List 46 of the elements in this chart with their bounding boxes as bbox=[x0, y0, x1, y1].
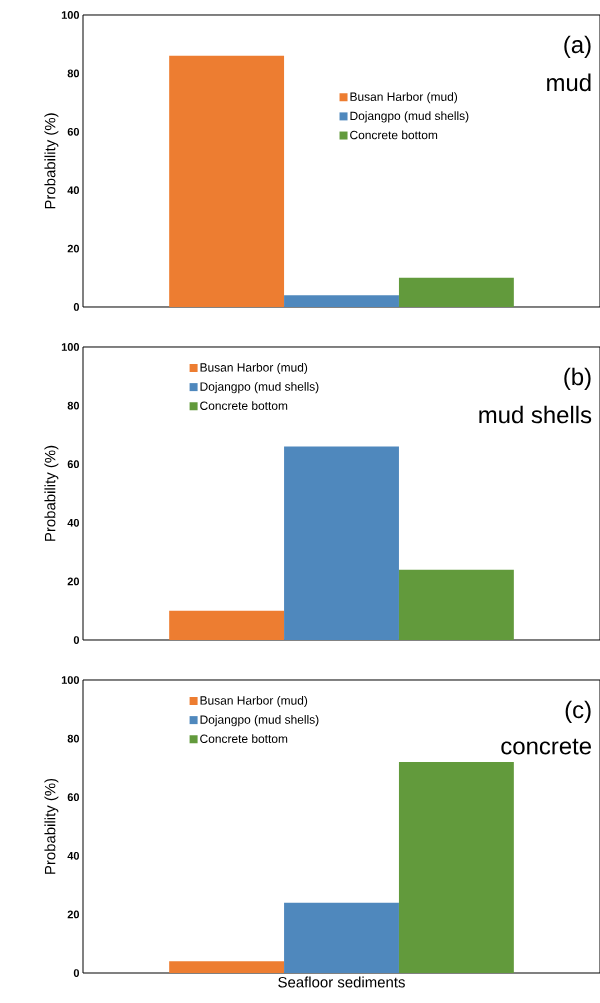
legend-label: Dojangpo (mud shells) bbox=[200, 715, 319, 727]
y-tick-label: 60 bbox=[67, 127, 79, 136]
legend-label: Dojangpo (mud shells) bbox=[200, 382, 319, 394]
annotation: (a) bbox=[564, 35, 591, 58]
y-tick-label: 60 bbox=[67, 793, 79, 802]
y-tick-label: 60 bbox=[67, 460, 79, 469]
x-axis-title: Seafloor sediments bbox=[277, 976, 405, 988]
y-tick-label: 80 bbox=[67, 69, 79, 78]
bar bbox=[283, 295, 399, 307]
y-tick-label: 40 bbox=[67, 518, 79, 527]
y-tick-label: 20 bbox=[67, 244, 79, 253]
annotation: concrete bbox=[501, 738, 591, 755]
y-axis-title: Probability (%) bbox=[44, 445, 59, 541]
legend-label: Dojangpo (mud shells) bbox=[350, 111, 469, 123]
legend-label: Busan Harbor (mud) bbox=[200, 695, 307, 708]
legend-label: Concrete bottom bbox=[349, 130, 437, 140]
legend-label: Concrete bottom bbox=[199, 401, 287, 410]
annotation: mud shells bbox=[479, 405, 591, 424]
annotation: mud bbox=[546, 73, 591, 92]
bar bbox=[398, 569, 514, 640]
bar bbox=[168, 610, 284, 640]
y-tick-label: 0 bbox=[73, 303, 79, 311]
y-tick-label: 20 bbox=[67, 910, 79, 919]
y-tick-label: 100 bbox=[61, 343, 79, 351]
y-tick-label: 0 bbox=[73, 969, 79, 977]
y-tick-label: 100 bbox=[61, 676, 79, 684]
bar bbox=[168, 961, 284, 973]
annotation: (c) bbox=[565, 700, 591, 723]
bar bbox=[283, 902, 399, 973]
legend-label: Concrete bottom bbox=[199, 734, 287, 743]
y-tick-label: 0 bbox=[73, 636, 79, 644]
y-tick-label: 40 bbox=[67, 186, 79, 195]
y-axis-title: Probability (%) bbox=[44, 778, 59, 874]
bar bbox=[398, 277, 514, 307]
legend-label: Busan Harbor (mud) bbox=[200, 362, 307, 375]
bar bbox=[283, 446, 399, 640]
legend-label: Busan Harbor (mud) bbox=[350, 92, 457, 104]
y-tick-label: 80 bbox=[67, 401, 79, 410]
y-tick-label: 40 bbox=[67, 851, 79, 860]
y-tick-label: 20 bbox=[67, 577, 79, 586]
annotation: (b) bbox=[564, 367, 591, 390]
bar bbox=[398, 762, 514, 973]
y-tick-label: 80 bbox=[67, 734, 79, 743]
y-tick-label: 100 bbox=[61, 11, 79, 19]
bar bbox=[168, 55, 284, 307]
y-axis-title: Probability (%) bbox=[44, 113, 59, 209]
